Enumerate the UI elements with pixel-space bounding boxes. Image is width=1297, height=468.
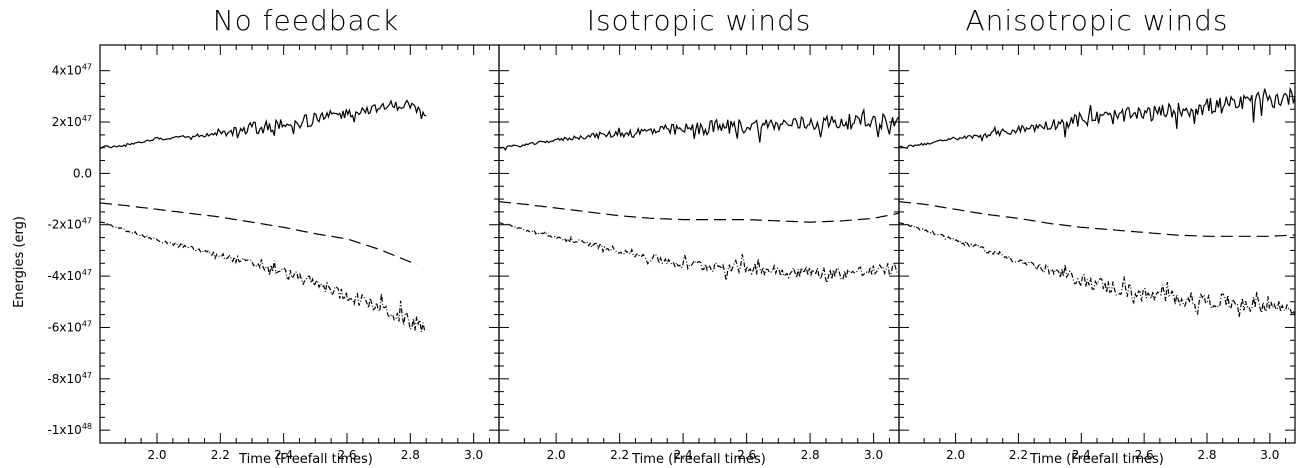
x-tick-label: 2.2 <box>610 448 629 462</box>
panel-title: No feedback <box>213 4 400 37</box>
x-tick-label: 2.4 <box>1072 448 1091 462</box>
y-tick-label: -2x1047 <box>47 217 92 232</box>
x-tick-label: 2.2 <box>211 448 230 462</box>
x-tick-label: 2.0 <box>147 448 166 462</box>
x-tick-label: 2.0 <box>547 448 566 462</box>
x-axis-label: Time (Freefall times) <box>631 452 766 467</box>
x-tick-label: 2.8 <box>401 448 420 462</box>
x-tick-label: 2.6 <box>337 448 356 462</box>
x-tick-label: 2.6 <box>1135 448 1154 462</box>
x-tick-label: 3.0 <box>464 448 483 462</box>
dashdot-energy-line <box>99 221 427 333</box>
dashed-energy-line <box>498 201 900 223</box>
x-tick-label: 2.6 <box>737 448 756 462</box>
solid-energy-line <box>898 86 1296 150</box>
dashdot-energy-line <box>898 222 1296 318</box>
y-axis-label: Energies (erg) <box>12 216 27 308</box>
y-tick-label: -4x1047 <box>47 268 92 283</box>
x-tick-label: 2.2 <box>1009 448 1028 462</box>
axis-ticks <box>899 45 1295 443</box>
y-tick-label: 0.0 <box>73 166 92 180</box>
panel-title: Anisotropic winds <box>965 4 1228 37</box>
panel-isotropic-winds: Isotropic winds Time (Freefall times) 2.… <box>498 4 900 467</box>
dashed-energy-line <box>898 201 1296 237</box>
y-tick-label: 2x1047 <box>52 114 92 129</box>
dashed-energy-line <box>99 202 417 266</box>
y-tick-label: 4x1047 <box>52 63 92 78</box>
x-tick-label: 3.0 <box>1260 448 1279 462</box>
plot-frame <box>99 44 500 444</box>
panel-anisotropic-winds: Anisotropic winds Time (Freefall times) … <box>898 4 1296 467</box>
axis-ticks <box>100 45 499 443</box>
axis-ticks <box>499 45 899 443</box>
x-axis-label: Time (Freefall times) <box>238 452 373 467</box>
panel-title: Isotropic winds <box>587 4 812 37</box>
solid-energy-line <box>498 107 900 151</box>
panel-no-feedback: No feedback Time (Freefall times) 2.0 2.2… <box>47 4 500 467</box>
x-tick-label: 2.4 <box>274 448 293 462</box>
solid-energy-line <box>99 99 427 150</box>
x-tick-label: 2.4 <box>674 448 693 462</box>
x-tick-label: 2.8 <box>801 448 820 462</box>
x-tick-label: 3.0 <box>864 448 883 462</box>
x-tick-label: 2.8 <box>1197 448 1216 462</box>
plot-frame <box>498 44 900 444</box>
x-axis-label: Time (Freefall times) <box>1029 452 1164 467</box>
y-tick-label: -8x1047 <box>47 371 92 386</box>
y-tick-label: -1x1048 <box>47 422 92 437</box>
x-tick-label: 2.0 <box>946 448 965 462</box>
y-tick-label: -6x1047 <box>47 319 92 334</box>
dashdot-energy-line <box>498 221 900 286</box>
